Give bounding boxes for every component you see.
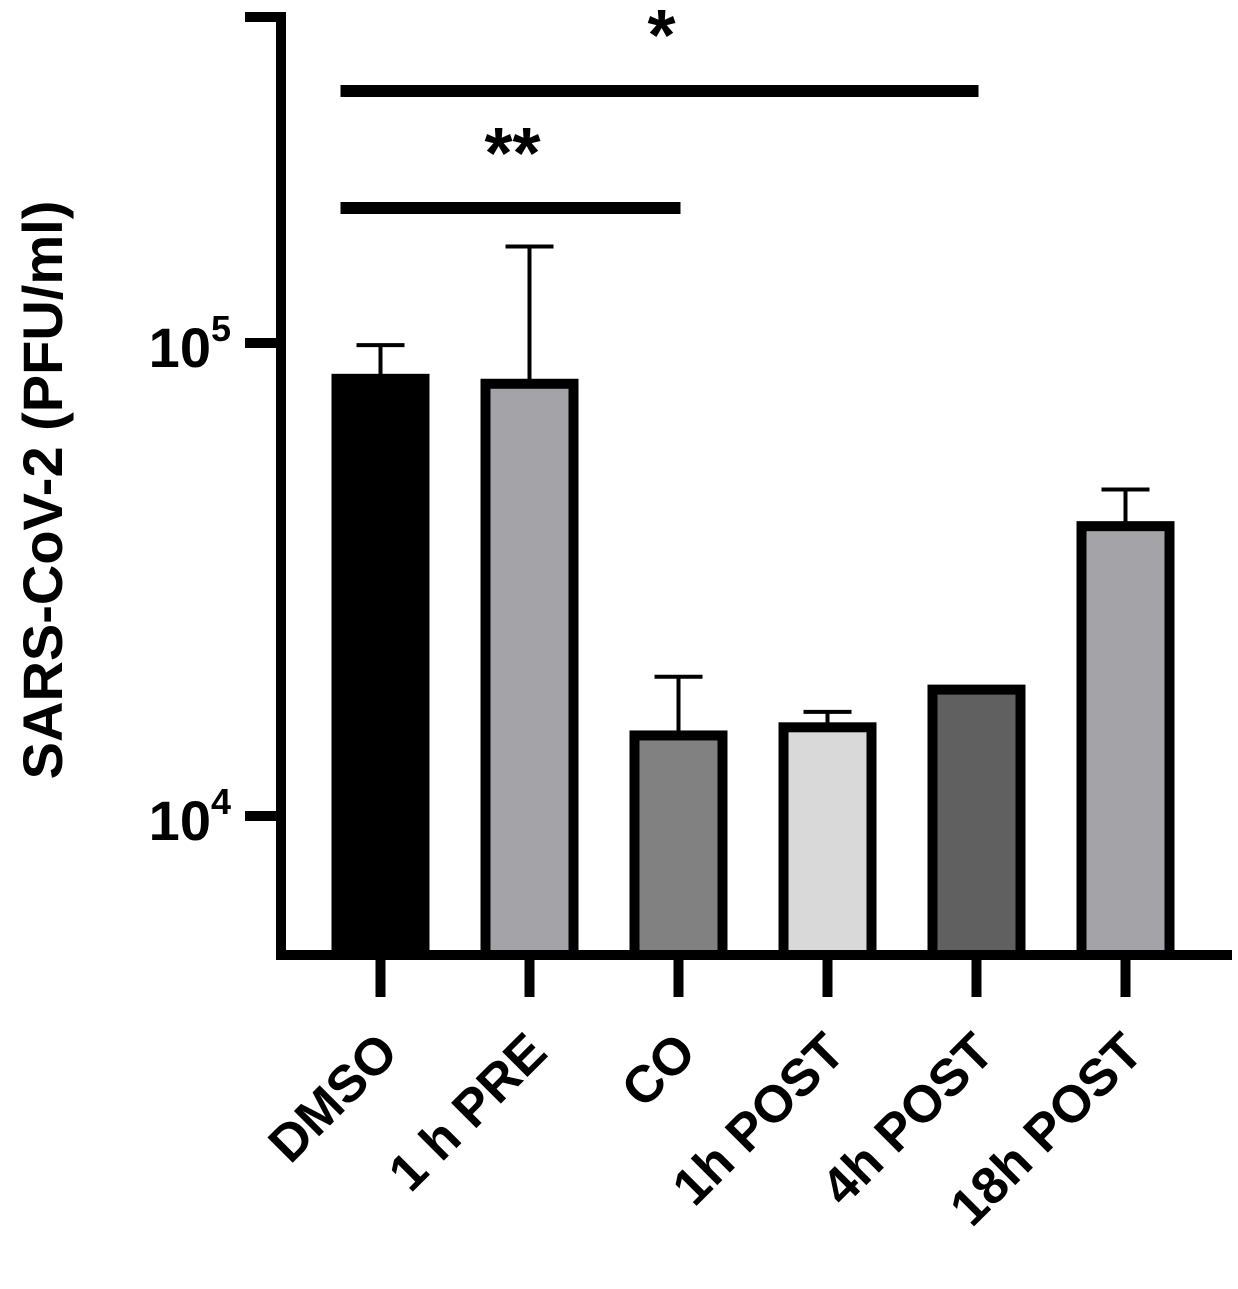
bar-18h-post xyxy=(1076,521,1175,961)
x-tick-label: CO xyxy=(611,1022,707,1118)
y-axis-label: SARS-CoV-2 (PFU/ml) xyxy=(11,201,74,780)
significance-label: ** xyxy=(484,114,540,194)
bar-1h-post xyxy=(778,722,877,960)
bar-co xyxy=(629,730,728,960)
significance-label: * xyxy=(647,0,675,76)
x-tick-label: 1 h PRE xyxy=(378,1022,558,1202)
y-tick-label: 104 xyxy=(149,781,231,852)
bar-4h-post xyxy=(927,684,1026,960)
bar-dmso xyxy=(331,373,430,960)
bar-1-h-pre xyxy=(480,378,579,960)
y-tick-label: 105 xyxy=(149,308,231,379)
x-tick-label: DMSO xyxy=(258,1022,409,1173)
